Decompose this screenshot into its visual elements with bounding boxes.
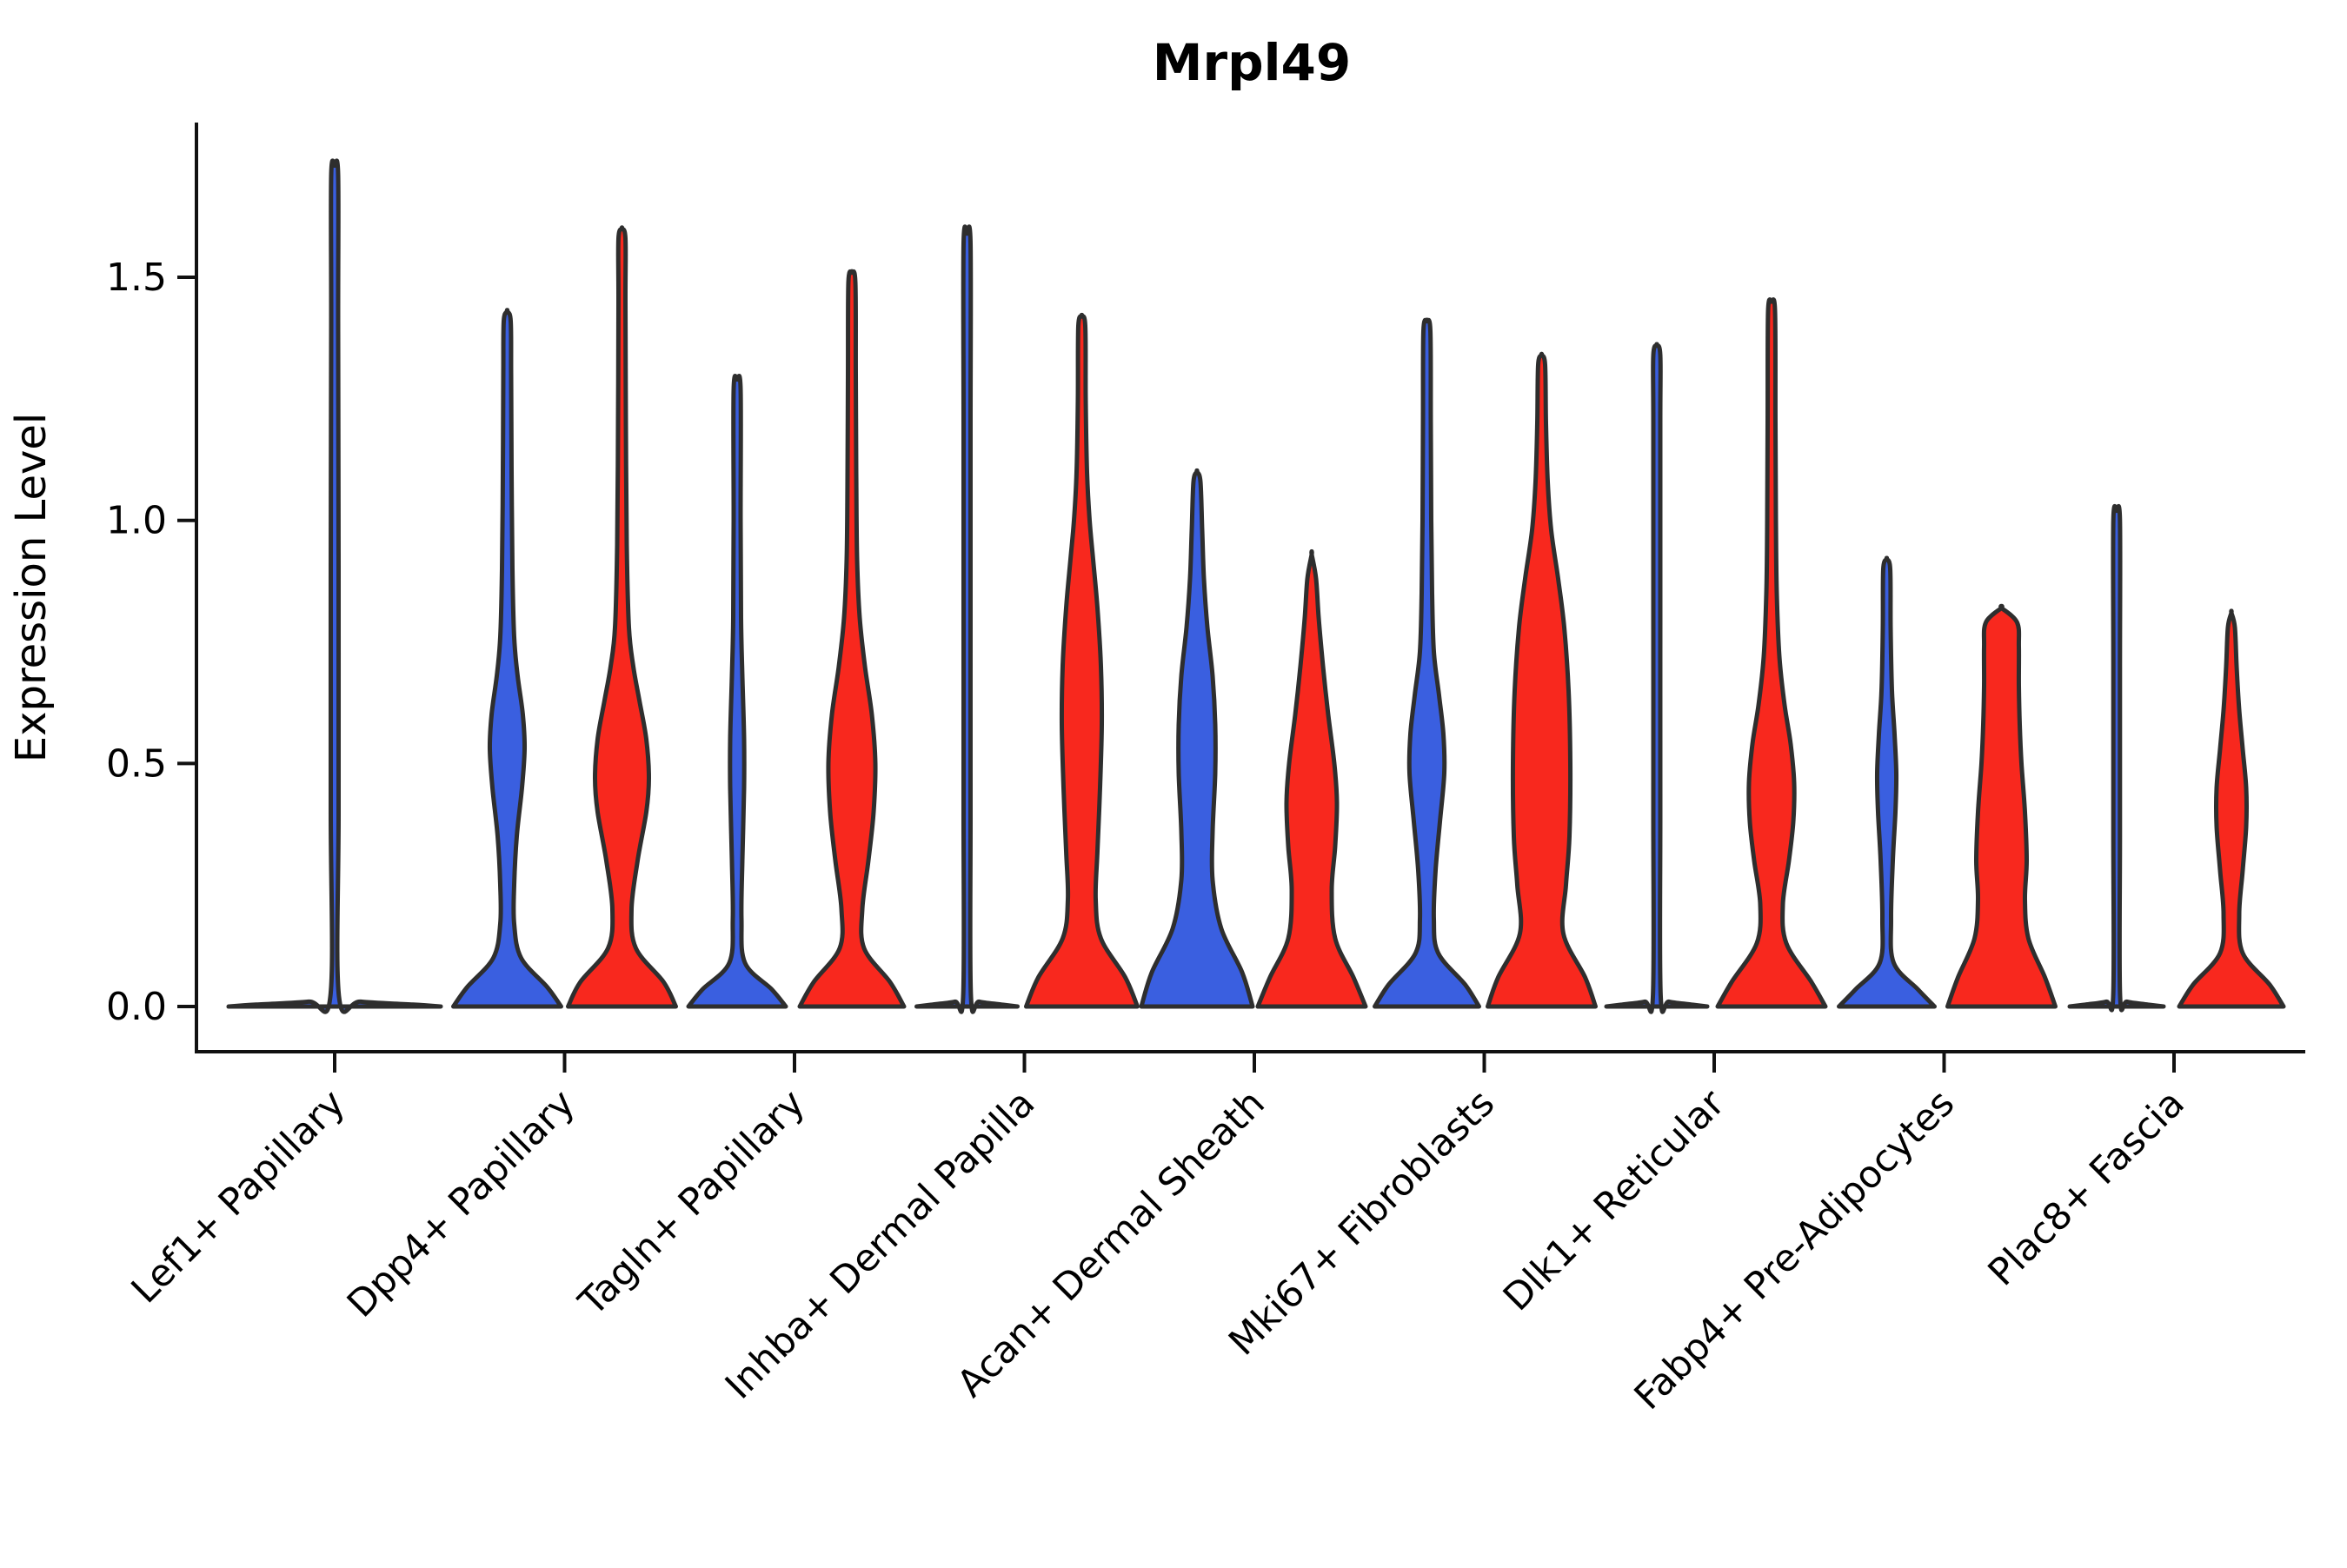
- violins-layer: [226, 158, 2286, 1014]
- violin-inhba-red: [1024, 312, 1140, 1009]
- x-tick-label: Dpp4+ Papillary: [339, 1081, 583, 1325]
- violin-mki67-blue: [1373, 317, 1481, 1009]
- violin-fabp4-blue: [1837, 555, 1937, 1009]
- violin-tagln-blue: [686, 374, 788, 1009]
- x-tick-label: Mki67+ Fibroblasts: [1220, 1081, 1503, 1364]
- chart-title: Mrpl49: [1153, 33, 1351, 92]
- y-tick-label: 0.5: [106, 741, 167, 786]
- x-tick-label: Tagln+ Papillary: [570, 1081, 814, 1325]
- y-tick-label: 1.0: [106, 499, 167, 543]
- violin-tagln-red: [797, 269, 907, 1009]
- violin-acan-red: [1255, 548, 1368, 1009]
- violin-dpp4-blue: [451, 308, 563, 1009]
- y-axis-label: Expression Level: [7, 413, 56, 763]
- violin-mki67-red: [1486, 351, 1598, 1009]
- x-tick-label: Dlk1+ Reticular: [1495, 1081, 1733, 1319]
- violin-inhba-blue: [914, 224, 1020, 1014]
- x-tick-label: Plac8+ Fascia: [1980, 1081, 2193, 1294]
- violin-lef1-blue: [226, 158, 443, 1014]
- violin-dlk1-red: [1715, 297, 1828, 1009]
- violin-dpp4-red: [566, 225, 678, 1009]
- violin-plac8-red: [2177, 608, 2286, 1009]
- violin-dlk1-blue: [1604, 342, 1710, 1014]
- violin-plac8-blue: [2067, 504, 2166, 1013]
- y-axis-ticks: 0.0 0.5 1.0 1.5: [106, 256, 196, 1029]
- y-tick-label: 0.0: [106, 985, 167, 1029]
- x-tick-label: Lef1+ Papillary: [123, 1081, 354, 1312]
- violin-fabp4-red: [1945, 603, 2058, 1009]
- violin-acan-blue: [1139, 468, 1255, 1009]
- y-tick-label: 1.5: [106, 256, 167, 300]
